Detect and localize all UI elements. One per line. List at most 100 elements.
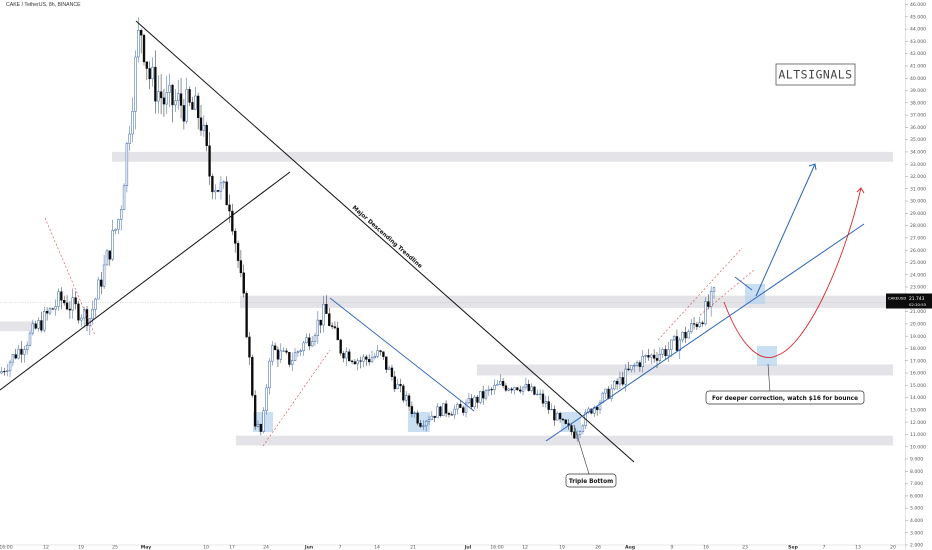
candle-body <box>422 425 425 427</box>
candle-body <box>191 102 194 110</box>
candle-body <box>188 89 191 103</box>
candle-body <box>336 327 339 341</box>
zone <box>236 435 893 446</box>
candle-body <box>365 356 368 360</box>
correction-callout: For deeper correction, watch $16 for bou… <box>705 363 865 405</box>
candle-body <box>43 311 46 331</box>
candle-body <box>521 386 525 392</box>
candle-body <box>177 93 180 102</box>
candle-body <box>424 421 428 427</box>
candle-body <box>222 181 225 184</box>
candle-body <box>122 185 126 210</box>
candle-body <box>547 401 550 410</box>
x-tick-label: Jul <box>464 545 472 550</box>
candle-body <box>499 381 502 385</box>
candle-body <box>105 250 109 266</box>
candle-body <box>593 406 596 414</box>
candle-body <box>80 317 83 321</box>
candle-body <box>97 279 100 300</box>
candle-body <box>624 368 627 385</box>
candle-body <box>536 393 539 395</box>
candle-body <box>208 145 211 177</box>
candle-body <box>285 350 288 353</box>
candle-body <box>242 272 245 294</box>
candle-body <box>675 336 679 351</box>
candle-body <box>556 412 559 421</box>
candle-body <box>678 339 681 351</box>
y-axis: 46.000 45.000 44.000 43.000 42.000 41.000 40.0… <box>905 0 926 550</box>
candle-body <box>310 341 314 347</box>
x-tick-label: 20 <box>890 545 896 550</box>
candle-body <box>681 331 684 341</box>
candle-body <box>652 354 656 359</box>
candle-body <box>635 362 639 366</box>
candle-body <box>467 398 471 404</box>
candle-body <box>248 336 251 358</box>
y-tick-label: 42.000 <box>910 51 926 57</box>
y-tick-label: 4.000 <box>910 518 923 524</box>
candle-body <box>476 396 479 403</box>
y-tick-label: 10.000 <box>910 444 926 450</box>
candle-body <box>613 380 616 390</box>
candle-body <box>265 387 268 411</box>
candle-body <box>561 418 565 421</box>
candle-body <box>456 404 459 410</box>
y-tick-label: 17.000 <box>910 358 926 364</box>
candle-body <box>313 335 317 342</box>
candle-body <box>444 403 448 414</box>
candle-body <box>610 388 613 399</box>
triple-bottom-label: Triple Bottom <box>569 479 613 485</box>
candle-body <box>0 371 3 374</box>
y-tick-label: 20.000 <box>910 321 926 327</box>
candle-body <box>71 297 74 311</box>
candle-body <box>279 350 282 360</box>
candle-body <box>68 308 72 311</box>
y-tick-label: 35.000 <box>910 137 926 143</box>
candle-body <box>376 350 379 357</box>
y-tick-label: 26.000 <box>910 248 926 254</box>
candle-body <box>17 348 20 359</box>
x-tick-label: 14 <box>374 545 380 550</box>
x-tick-label: 7 <box>339 545 342 550</box>
candle-body <box>473 396 476 408</box>
candle-body <box>487 389 491 391</box>
x-tick-label: Jun <box>304 545 313 550</box>
candle-body <box>550 409 553 411</box>
candle-body <box>342 352 345 359</box>
price-tag-timer: 02:20:53 <box>909 302 927 307</box>
y-tick-label: 2.000 <box>910 543 923 549</box>
candle-body <box>262 410 265 432</box>
candle-body <box>638 362 642 367</box>
drawings <box>0 20 865 463</box>
logo: ALTSIGNALS <box>775 63 856 86</box>
candle-body <box>607 388 610 399</box>
candle-body <box>319 319 322 326</box>
y-tick-label: 44.000 <box>910 27 926 33</box>
candle-body <box>211 176 214 193</box>
logo-text: ALTSIGNALS <box>778 68 852 82</box>
candle-body <box>74 297 77 305</box>
candle-body <box>430 415 434 420</box>
candle-body <box>231 210 234 232</box>
chart-header: CAKE / TetherUS, 8h, BINANCE <box>6 2 81 8</box>
candle-body <box>308 337 311 347</box>
x-tick-label: 16:00 <box>0 545 13 550</box>
candle-body <box>214 190 217 193</box>
zone <box>112 151 893 162</box>
candle-body <box>419 423 422 427</box>
candle-body <box>513 387 516 391</box>
trendline-label: Major Descending Trendline <box>351 205 423 270</box>
triple-bottom-callout: Triple Bottom <box>565 424 617 488</box>
y-tick-label: 46.000 <box>910 2 926 8</box>
y-tick-label: 5.000 <box>910 506 923 512</box>
x-tick-label: 19 <box>78 545 84 550</box>
candle-body <box>91 309 94 320</box>
x-tick-label: 16 <box>703 545 709 550</box>
candle-body <box>154 66 157 102</box>
logo-box <box>775 63 856 86</box>
y-tick-label: 3.000 <box>910 530 923 536</box>
candle-body <box>111 230 114 260</box>
candle-body <box>598 402 602 410</box>
candle-body <box>219 182 223 192</box>
